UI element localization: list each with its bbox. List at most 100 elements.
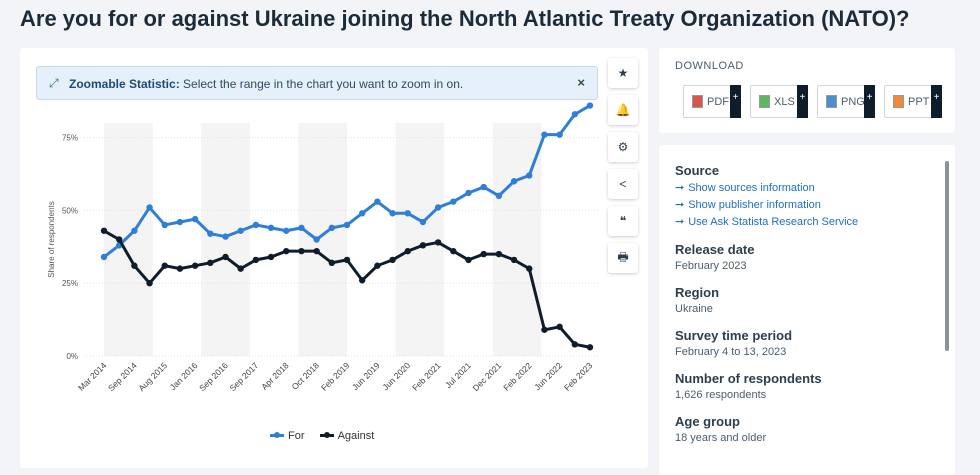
data-point-against (313, 247, 320, 255)
quote-icon: ❝ (619, 214, 627, 228)
data-point-for (389, 210, 396, 217)
legend-item-against[interactable]: Against (319, 429, 375, 442)
data-point-against (100, 227, 108, 234)
show-sources-link-label: Show sources information (688, 182, 815, 194)
y-tick-label: 75% (62, 134, 78, 143)
data-point-against (358, 277, 366, 284)
star-button[interactable]: ★ (608, 58, 638, 88)
plus-icon: + (797, 85, 808, 118)
share-button[interactable]: < (608, 169, 638, 199)
data-point-against (328, 259, 336, 266)
chart-legend: For Against (270, 428, 386, 442)
chart-band (395, 123, 445, 356)
data-point-for (283, 227, 290, 234)
data-point-for (495, 192, 503, 200)
data-point-for (207, 230, 214, 237)
data-point-for (191, 215, 199, 223)
chart-band (298, 123, 347, 356)
data-point-against (495, 250, 503, 258)
ask-statista-link[interactable]: ➞ Use Ask Statista Research Service (675, 215, 935, 228)
data-point-for (404, 210, 411, 217)
zoom-banner: ⤢ Zoomable Statistic: Select the range i… (36, 66, 598, 100)
bell-button[interactable]: 🔔 (608, 95, 638, 125)
data-point-against (267, 253, 275, 261)
png-file-icon (826, 95, 837, 108)
zoom-banner-text: Zoomable Statistic: Select the range in … (69, 77, 463, 91)
x-tick-label: Feb 2023 (562, 360, 595, 393)
data-point-for (267, 224, 275, 232)
plus-icon: + (730, 85, 741, 118)
x-tick-label: Feb 2019 (319, 360, 352, 393)
gear-button[interactable]: ⚙ (608, 132, 638, 162)
data-point-against (480, 250, 487, 258)
x-tick-label: Oct 2018 (290, 360, 322, 392)
info-scrollbar[interactable] (945, 161, 949, 351)
source-heading: Source (675, 163, 720, 178)
zoom-banner-message: Select the range in the chart you want t… (183, 77, 464, 91)
x-tick-label: Mar 2014 (76, 360, 109, 393)
data-point-for (161, 221, 168, 229)
data-point-against (510, 256, 518, 264)
survey-period-value: February 4 to 13, 2023 (675, 346, 787, 358)
data-point-against (374, 262, 381, 269)
respondents-value: 1,626 respondents (675, 389, 767, 401)
bell-icon: 🔔 (615, 103, 631, 117)
legend-swatch-for (270, 432, 284, 438)
data-point-against (419, 242, 427, 249)
download-xls-button[interactable]: XLS + (750, 85, 808, 118)
print-button[interactable]: 🖶 (608, 243, 638, 273)
download-pdf-button[interactable]: PDF + (683, 85, 741, 118)
download-card: DOWNLOAD PDF + XLS + PNG + PPT + (659, 48, 955, 133)
data-point-for (252, 221, 260, 229)
data-point-against (434, 239, 442, 246)
data-point-against (298, 247, 305, 255)
ppt-file-icon (893, 95, 904, 108)
release-date-value: February 2023 (675, 260, 747, 272)
data-point-for (510, 178, 518, 185)
legend-label-for: For (288, 429, 305, 442)
data-point-against (176, 265, 184, 272)
legend-label-against: Against (337, 429, 375, 442)
data-point-for (100, 253, 108, 261)
download-title: DOWNLOAD (675, 60, 744, 72)
survey-period-heading: Survey time period (675, 328, 793, 343)
download-png-button[interactable]: PNG + (817, 85, 875, 118)
data-point-against (343, 256, 351, 264)
x-tick-label: Feb 2021 (410, 360, 443, 393)
legend-item-for[interactable]: For (270, 430, 305, 442)
data-point-for (131, 227, 138, 234)
x-tick-label: Dec 2021 (470, 360, 503, 393)
y-tick-label: 25% (62, 279, 78, 288)
x-tick-label: Sep 2016 (197, 360, 230, 393)
gear-icon: ⚙ (617, 140, 629, 154)
data-point-for (237, 227, 244, 234)
download-ppt-button[interactable]: PPT + (884, 85, 942, 118)
show-sources-link[interactable]: ➞ Show sources information (675, 181, 935, 194)
data-point-against (161, 262, 168, 269)
data-point-for (222, 233, 229, 240)
region-value: Ukraine (675, 303, 713, 315)
region-heading: Region (675, 285, 720, 300)
data-point-against (191, 262, 199, 269)
show-publisher-link[interactable]: ➞ Show publisher information (675, 198, 935, 211)
data-point-against (146, 279, 153, 287)
page-title: Are you for or against Ukraine joining t… (20, 6, 910, 31)
data-point-against (556, 323, 563, 331)
data-point-for (434, 204, 442, 211)
pdf-file-icon (692, 95, 703, 108)
data-point-for (556, 131, 563, 138)
quote-button[interactable]: ❝ (608, 206, 638, 236)
chart-band (492, 123, 542, 356)
close-icon[interactable]: × (577, 75, 585, 90)
data-point-against (541, 326, 548, 333)
data-point-against (252, 256, 260, 264)
age-group-value: 18 years and older (675, 432, 767, 444)
chart-toolbar: ★ 🔔 ⚙ < ❝ 🖶 (608, 58, 640, 280)
x-tick-label: Sep 2017 (227, 360, 260, 393)
x-tick-label: Sep 2014 (106, 360, 139, 393)
data-point-against (389, 256, 396, 264)
data-point-for (298, 224, 305, 232)
data-point-for (526, 172, 533, 179)
respondents-heading: Number of respondents (675, 371, 822, 386)
